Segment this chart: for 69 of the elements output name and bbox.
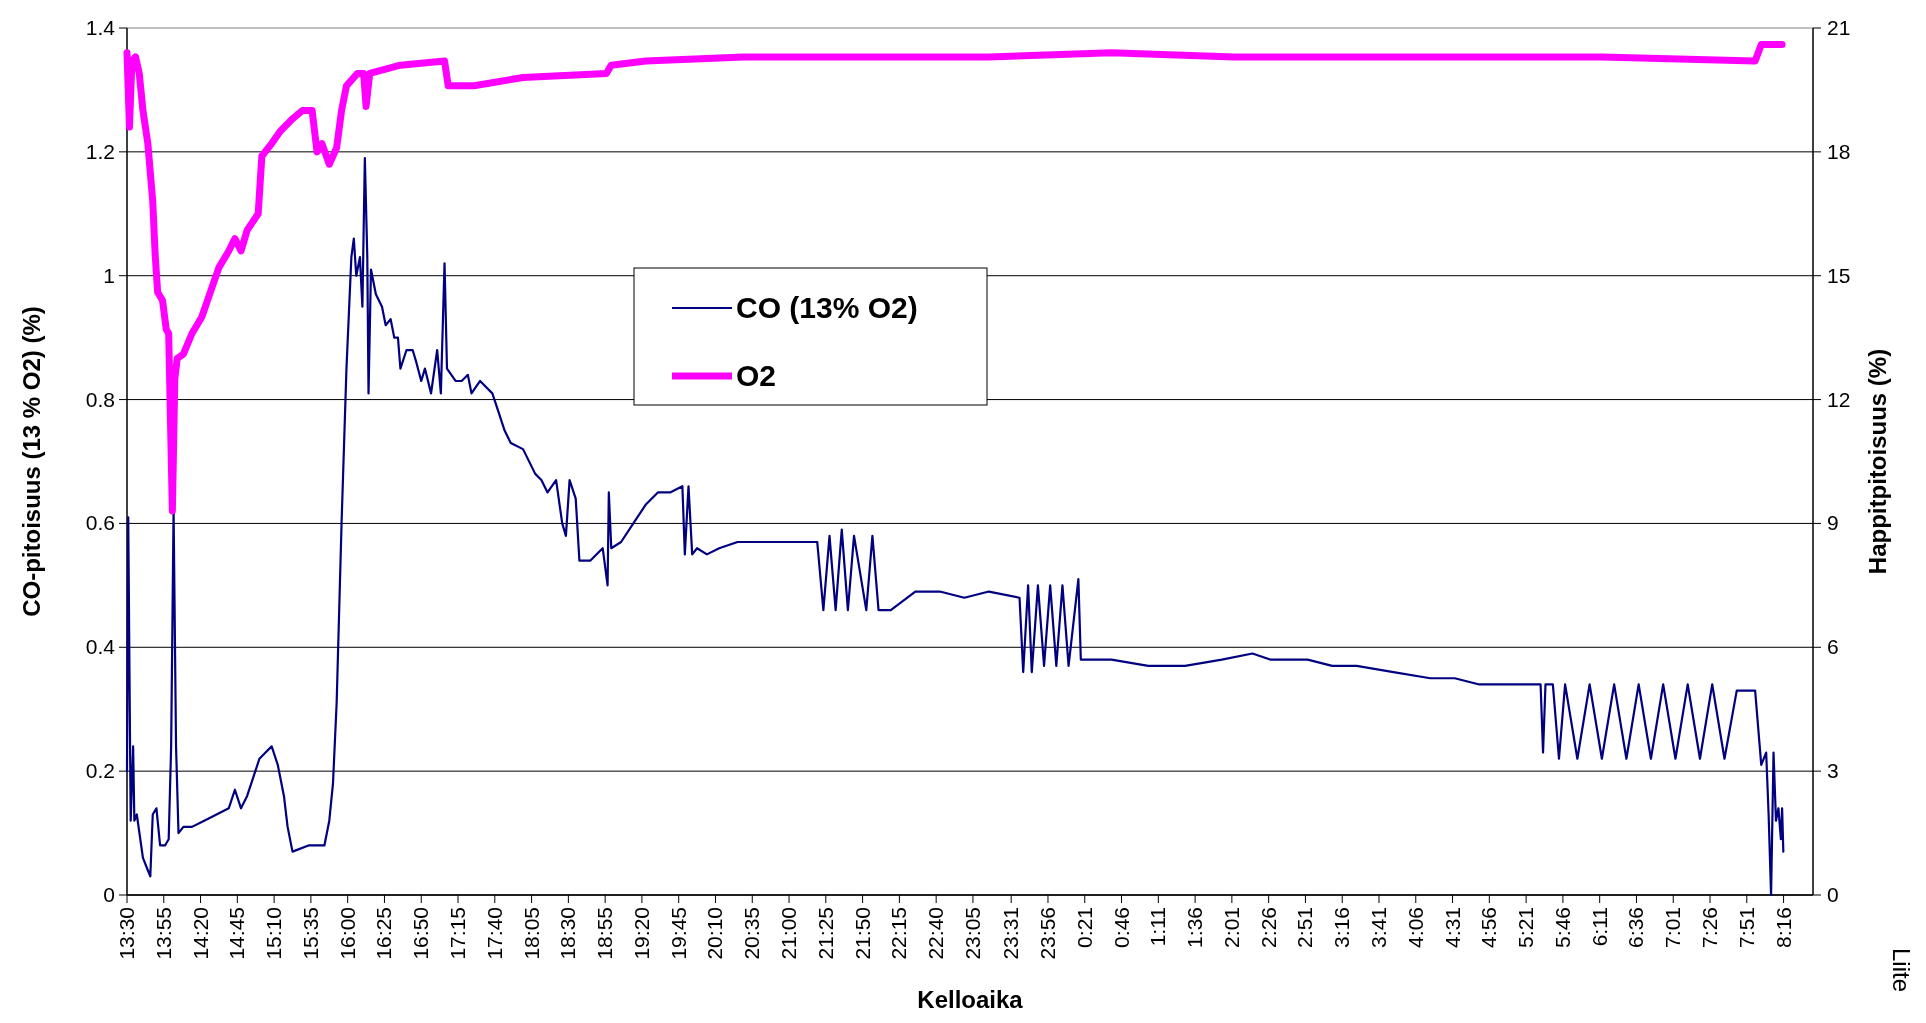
y-tick-label: 0.6 (85, 511, 115, 535)
x-tick-label: 7:51 (1734, 907, 1758, 948)
x-tick-label: 18:55 (593, 907, 617, 960)
y2-tick-label: 15 (1827, 263, 1851, 287)
y2-tick-label: 21 (1827, 16, 1851, 39)
x-tick-label: 1:11 (1146, 907, 1170, 947)
x-tick-label: 3:41 (1366, 907, 1390, 948)
x-tick-label: 17:15 (446, 907, 470, 960)
y-tick-label: 0.8 (85, 387, 115, 411)
x-tick-label: 23:31 (999, 907, 1023, 960)
x-tick-label: 15:10 (262, 907, 286, 960)
y2-tick-label: 9 (1827, 511, 1839, 535)
y2-tick-label: 0 (1827, 883, 1839, 906)
y2-tick-label: 3 (1827, 759, 1839, 783)
x-tick-label: 23:05 (960, 907, 984, 960)
x-tick-label: 7:01 (1661, 907, 1685, 948)
y2-axis-title: Happitpitoisuus (%) (1864, 348, 1891, 575)
x-tick-label: 18:05 (519, 907, 543, 960)
x-tick-label: 17:40 (482, 907, 506, 960)
legend-label: O2 (736, 359, 777, 392)
x-axis-title: Kelloaika (917, 986, 1024, 1013)
line-series (125, 156, 1785, 897)
x-tick-label: 2:26 (1256, 907, 1280, 948)
x-tick-label: 20:10 (703, 907, 727, 960)
y-tick-label: 1.2 (85, 139, 115, 163)
text: Liite (1888, 948, 1915, 993)
y-tick-label: 1.4 (85, 16, 116, 39)
x-tick-label: 21:00 (777, 907, 801, 960)
x-tick-label: 23:56 (1035, 907, 1059, 960)
x-tick-label: 20:35 (740, 907, 764, 960)
x-tick-label: 18:30 (556, 907, 580, 960)
x-tick-label: 0:46 (1109, 907, 1133, 948)
y-tick-label: 1 (103, 263, 115, 287)
x-tick-label: 13:55 (151, 907, 175, 960)
x-tick-label: 14:20 (188, 907, 212, 960)
x-tick-label: 5:46 (1550, 907, 1574, 948)
y2-tick-label: 6 (1827, 635, 1839, 659)
y-axis-title: CO-pitoisuus (13 % O2) (%) (18, 306, 45, 617)
x-tick-label: 4:06 (1403, 907, 1427, 948)
x-tick-label: 6:11 (1587, 907, 1611, 947)
x-tick-label: 6:36 (1624, 907, 1648, 948)
x-tick-label: 3:16 (1330, 907, 1354, 948)
x-tick-label: 2:51 (1293, 907, 1317, 948)
x-tick-label: 0:21 (1072, 907, 1096, 948)
y-tick-label: 0.4 (85, 635, 116, 659)
x-tick-label: 21:25 (813, 907, 837, 960)
legend-label: CO (13% O2) (736, 291, 918, 324)
x-tick-label: 1:36 (1183, 907, 1207, 948)
y-tick-label: 0 (103, 883, 115, 906)
y-tick-label: 0.2 (85, 759, 115, 783)
x-tick-label: 2:01 (1219, 907, 1243, 948)
x-tick-label: 16:25 (372, 907, 396, 960)
x-tick-label: 21:50 (850, 907, 874, 960)
x-tick-label: 5:21 (1514, 907, 1538, 948)
x-tick-label: 13:30 (115, 907, 138, 960)
x-tick-label: 14:45 (225, 907, 249, 960)
x-tick-label: 15:35 (298, 907, 322, 960)
x-tick-label: 22:15 (887, 907, 911, 960)
x-tick-label: 19:45 (666, 907, 690, 960)
x-tick-label: 4:56 (1477, 907, 1501, 948)
y2-tick-label: 12 (1827, 387, 1851, 411)
x-tick-label: 7:26 (1698, 907, 1722, 948)
x-tick-label: 16:00 (335, 907, 359, 960)
x-tick-label: 16:50 (409, 907, 433, 960)
y2-tick-label: 18 (1827, 139, 1851, 163)
x-tick-label: 4:31 (1440, 907, 1464, 948)
x-tick-label: 19:20 (629, 907, 653, 960)
x-tick-label: 22:40 (924, 907, 948, 960)
x-tick-label: 8:16 (1771, 907, 1795, 948)
